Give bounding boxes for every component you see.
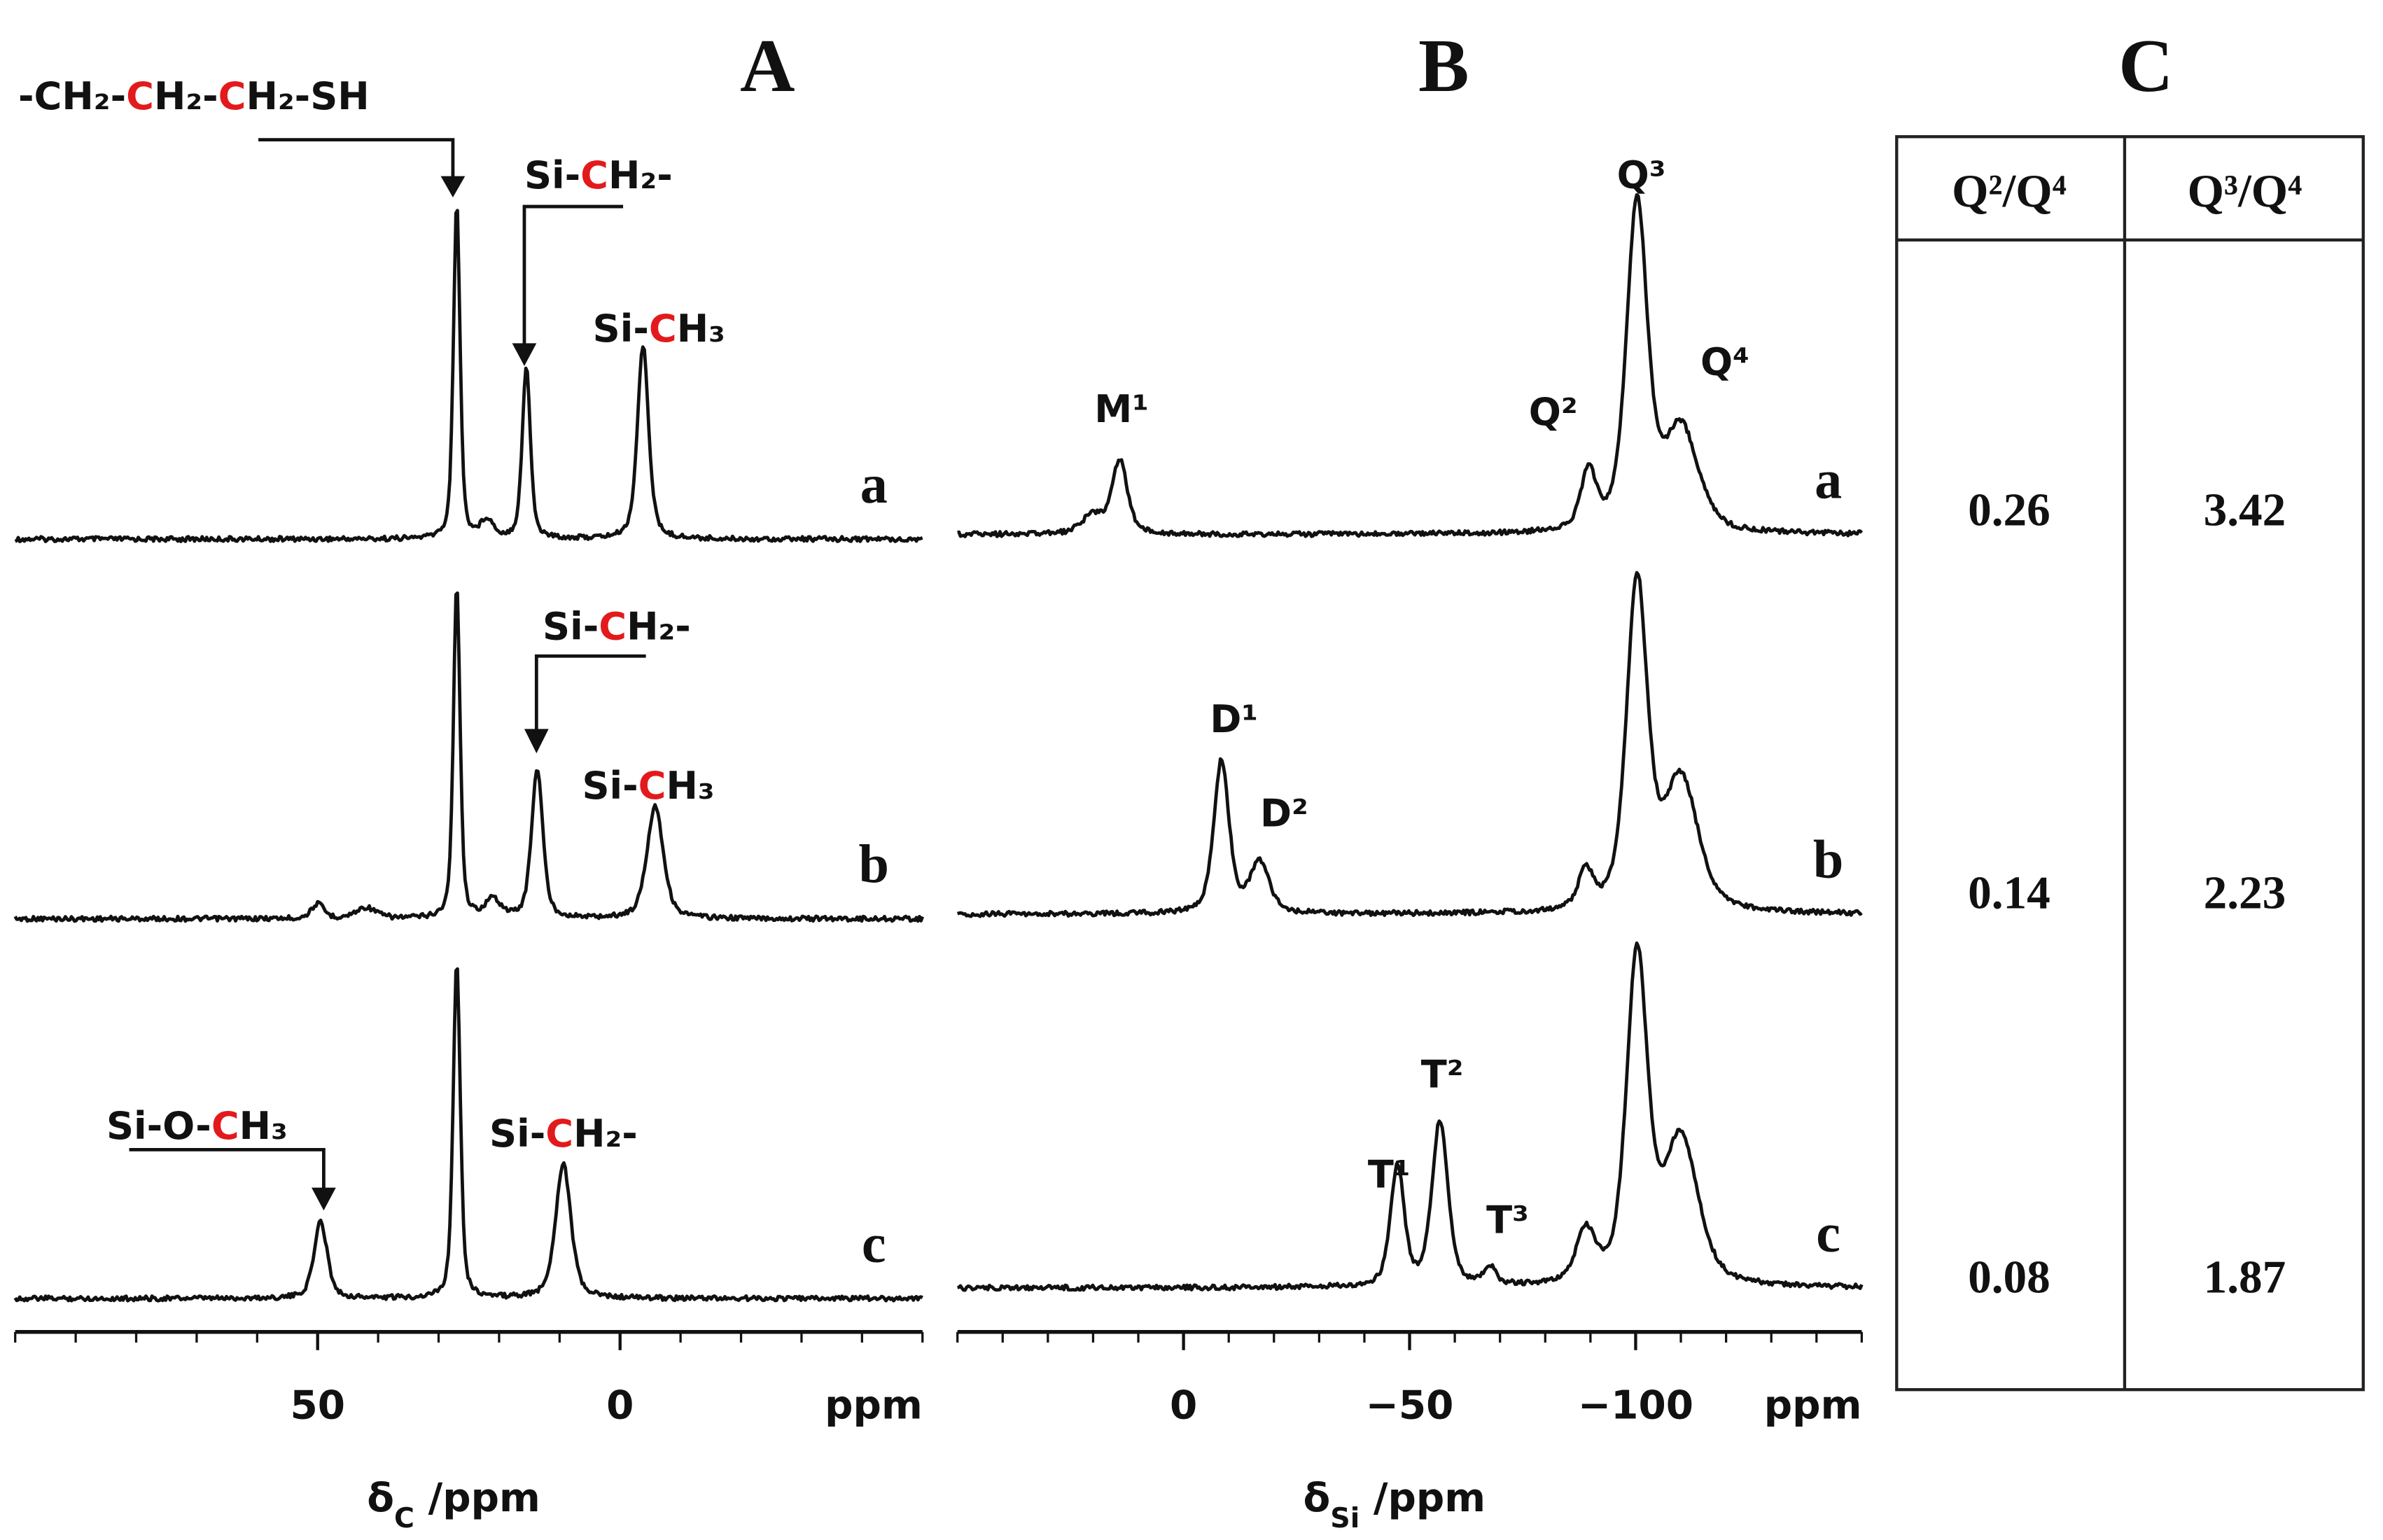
label-segment: Q³ bbox=[1617, 153, 1666, 197]
label-segment: M¹ bbox=[1094, 387, 1149, 431]
label-segment: C bbox=[394, 1502, 414, 1534]
label-segment: C bbox=[218, 74, 246, 118]
peak-annotation: Q³ bbox=[1617, 153, 1666, 197]
spectrum-trace bbox=[957, 941, 1864, 1292]
peak-annotation: Si-CH₂- bbox=[489, 1112, 638, 1156]
peak-annotation: D¹ bbox=[1210, 697, 1258, 741]
series-label: b bbox=[1813, 829, 1843, 890]
spectrum-trace bbox=[13, 967, 923, 1303]
arrow-head bbox=[312, 1187, 336, 1211]
label-segment: /ppm bbox=[414, 1476, 540, 1521]
ratio-table: C Q²/Q⁴ Q³/Q⁴ 0.26 3.42 0.14 2.23 0.08 1… bbox=[1895, 24, 2365, 1392]
label-segment: Si- bbox=[582, 764, 638, 808]
arrows bbox=[129, 138, 646, 1211]
peak-annotation: M¹ bbox=[1094, 387, 1149, 431]
table-cell: 0.08 bbox=[1968, 1250, 2050, 1303]
label-segment: Q² bbox=[1529, 391, 1578, 435]
label-segment: /ppm bbox=[1360, 1476, 1486, 1521]
label-segment: H₂- bbox=[627, 604, 691, 648]
label-segment: D² bbox=[1260, 791, 1308, 835]
label-segment: H₂- bbox=[154, 74, 218, 118]
label-segment: Si- bbox=[593, 307, 649, 351]
arrow-head bbox=[512, 343, 537, 366]
label-segment: T² bbox=[1421, 1052, 1464, 1096]
peak-annotation: D² bbox=[1260, 791, 1308, 835]
label-segment: δ bbox=[367, 1476, 394, 1521]
table-frame bbox=[1895, 135, 2365, 1392]
label-segment: H₃ bbox=[666, 764, 715, 808]
table-cell: 0.14 bbox=[1968, 866, 2050, 918]
series-label: a bbox=[860, 454, 888, 514]
label-segment: Si- bbox=[489, 1112, 545, 1156]
label-segment: H₃ bbox=[239, 1104, 288, 1148]
peak-annotation: Q² bbox=[1529, 391, 1578, 435]
label-segment: T¹ bbox=[1368, 1153, 1411, 1197]
x-tick-label: 0 bbox=[1170, 1382, 1197, 1428]
peak-annotation: T² bbox=[1421, 1052, 1464, 1096]
x-tick-label: −100 bbox=[1578, 1382, 1693, 1428]
label-segment: H₂- bbox=[573, 1112, 638, 1156]
peak-annotation: T³ bbox=[1486, 1198, 1529, 1242]
table-header: Q³/Q⁴ bbox=[2188, 164, 2302, 217]
series-label: b bbox=[859, 834, 889, 895]
label-segment: H₃ bbox=[677, 307, 725, 351]
spectrum-trace bbox=[957, 192, 1864, 538]
x-tick-label: −50 bbox=[1366, 1382, 1454, 1428]
spectrum-trace bbox=[14, 209, 923, 543]
label-segment: D¹ bbox=[1210, 697, 1258, 741]
peak-annotation: Si-O-CH₃ bbox=[106, 1104, 288, 1148]
panel-letter: A bbox=[740, 24, 795, 108]
peak-annotation: Si-CH₂- bbox=[524, 153, 673, 197]
x-axis-label: δSi /ppm bbox=[1304, 1476, 1486, 1534]
label-segment: -CH₂- bbox=[18, 74, 126, 118]
label-segment: Si bbox=[1330, 1502, 1360, 1534]
arrow-head bbox=[524, 729, 549, 754]
series-label: c bbox=[1816, 1203, 1840, 1264]
panel-letter: B bbox=[1418, 24, 1469, 108]
arrow bbox=[258, 138, 455, 180]
label-segment: H₂- bbox=[608, 153, 673, 197]
x-tick-label: 50 bbox=[290, 1382, 345, 1428]
spectrum-trace bbox=[13, 591, 924, 923]
peak-annotation: Q⁴ bbox=[1700, 340, 1749, 384]
table-header: Q²/Q⁴ bbox=[1952, 164, 2067, 217]
arrow-head bbox=[440, 176, 466, 198]
table-cell: 3.42 bbox=[2204, 484, 2286, 536]
table-cell: 0.26 bbox=[1968, 484, 2050, 536]
series-label: a bbox=[1815, 449, 1842, 510]
label-segment: Si- bbox=[543, 604, 599, 648]
label-segment: Si-O- bbox=[106, 1104, 211, 1148]
series-label: c bbox=[862, 1213, 886, 1274]
label-segment: H₂-SH bbox=[246, 74, 370, 118]
label-segment: C bbox=[545, 1112, 573, 1156]
spectrum-trace bbox=[956, 570, 1863, 918]
peak-annotation: Si-CH₃ bbox=[582, 764, 714, 808]
x-unit: ppm bbox=[1764, 1382, 1862, 1428]
arrow bbox=[522, 204, 624, 346]
label-segment: δ bbox=[1304, 1476, 1331, 1521]
table-cell: 1.87 bbox=[2204, 1250, 2286, 1303]
label-segment: C bbox=[599, 604, 627, 648]
peak-annotation: T¹ bbox=[1368, 1153, 1411, 1197]
label-segment: T³ bbox=[1486, 1198, 1529, 1242]
label-segment: C bbox=[649, 307, 677, 351]
arrow bbox=[129, 1148, 326, 1191]
x-unit: ppm bbox=[825, 1382, 923, 1428]
table-cell: 2.23 bbox=[2204, 866, 2286, 918]
label-segment: C bbox=[211, 1104, 239, 1148]
peak-annotation: Si-CH₂- bbox=[543, 604, 691, 648]
label-segment: C bbox=[638, 764, 666, 808]
panel-letter: C bbox=[2118, 24, 2173, 108]
arrow bbox=[534, 654, 646, 732]
peak-annotation: Si-CH₃ bbox=[593, 307, 725, 351]
peak-annotation: -CH₂-CH₂-CH₂-SH bbox=[18, 74, 370, 118]
label-segment: Q⁴ bbox=[1700, 340, 1749, 384]
label-segment: Si- bbox=[524, 153, 580, 197]
label-segment: C bbox=[126, 74, 154, 118]
x-tick-label: 0 bbox=[606, 1382, 634, 1428]
label-segment: C bbox=[580, 153, 608, 197]
x-axis-label: δC /ppm bbox=[367, 1476, 540, 1534]
